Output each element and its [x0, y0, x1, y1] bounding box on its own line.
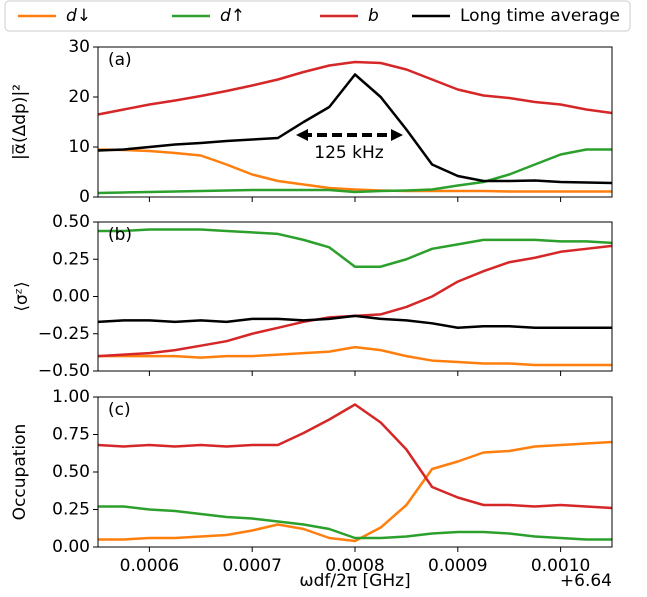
series-line [98, 345, 612, 367]
y-tick-label: 0.00 [52, 537, 90, 557]
y-axis-label: |α̅(Δdp)|² [10, 84, 30, 160]
panel-label: (a) [108, 50, 132, 70]
y-tick-label: 1.00 [52, 387, 90, 407]
x-axis-label: ωdf/2π [GHz] [299, 571, 410, 591]
x-tick-label: 0.0008 [325, 556, 384, 576]
y-tick-label: 0.25 [52, 500, 90, 520]
x-offset-label: +6.64 [560, 571, 612, 591]
arrow-head [296, 129, 308, 141]
y-tick-label: 0.00 [52, 287, 90, 307]
series-line [98, 440, 613, 543]
y-tick-label: 20 [68, 87, 90, 107]
x-tick-label: 0.0007 [222, 556, 281, 576]
series-line [97, 148, 612, 193]
series-line [97, 148, 612, 195]
y-tick-label: 0 [79, 187, 90, 207]
legend-label: Long time average [460, 6, 620, 26]
y-tick-label: 0.75 [52, 425, 90, 445]
series-line [97, 244, 613, 358]
series-line [97, 314, 612, 330]
y-tick-label: 30 [68, 37, 90, 57]
plot-frame [97, 221, 613, 372]
series-line [98, 505, 612, 541]
y-tick-label: 0.50 [52, 212, 90, 232]
y-tick-label: 0.50 [52, 462, 90, 482]
series-line [97, 73, 613, 185]
annotation: 125 kHz [314, 143, 383, 163]
y-tick-label: 0.25 [52, 249, 90, 269]
x-tick-label: 0.0006 [120, 556, 179, 576]
legend-box [4, 0, 631, 32]
legend-label: b [368, 6, 379, 26]
y-tick-label: 10 [68, 137, 90, 157]
panel-label: (b) [108, 225, 132, 245]
x-tick-label: 0.0009 [428, 556, 487, 576]
series-line [98, 228, 613, 268]
y-axis-label: ⟨σᶻ⟩ [12, 281, 32, 311]
y-tick-label: −0.25 [38, 324, 90, 344]
x-tick-label: 0.0010 [531, 556, 590, 576]
plot-frame [97, 396, 613, 548]
series-line [97, 60, 613, 116]
y-axis-label: Occupation [10, 424, 30, 521]
plot-frame [97, 46, 613, 198]
legend-label: d↑ [220, 6, 245, 26]
arrow-head [391, 129, 403, 141]
series-line [97, 403, 613, 510]
y-tick-label: −0.50 [38, 361, 90, 381]
panel-label: (c) [108, 400, 131, 420]
legend-label: d↓ [66, 6, 91, 26]
